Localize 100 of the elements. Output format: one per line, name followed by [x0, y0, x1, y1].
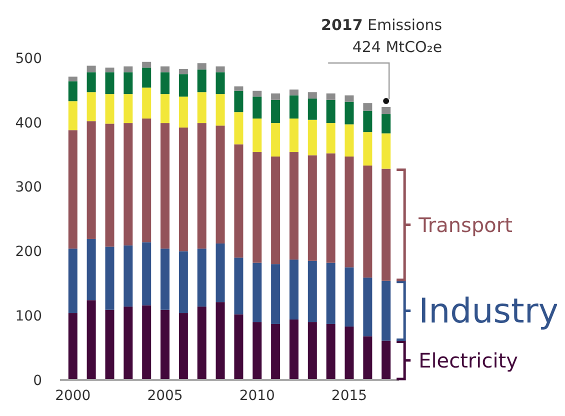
bar — [234, 112, 244, 144]
bar — [178, 251, 188, 314]
bar — [363, 132, 372, 166]
bar — [382, 114, 391, 134]
bar — [289, 260, 298, 320]
x-tick-label: 2000 — [55, 388, 91, 404]
bar — [68, 101, 78, 130]
bar — [105, 124, 114, 247]
bar — [86, 238, 96, 300]
bar — [363, 110, 372, 132]
bar — [160, 310, 170, 380]
bar — [160, 72, 170, 94]
bar — [197, 306, 206, 380]
bar — [142, 68, 152, 88]
bar — [68, 130, 78, 249]
bar — [326, 153, 336, 263]
bar — [124, 123, 133, 246]
bar — [344, 156, 354, 268]
x-tick-label: 2005 — [147, 388, 183, 404]
bar — [178, 68, 188, 74]
y-tick-label: 400 — [15, 115, 42, 132]
bar — [344, 102, 354, 124]
text: 2017 Emissions 424 MtCO₂e — [321, 16, 442, 56]
bar — [86, 121, 96, 239]
bar — [382, 106, 391, 114]
bar — [252, 96, 262, 119]
bar — [234, 144, 244, 258]
bar — [326, 262, 336, 324]
bar — [105, 94, 114, 124]
bar — [105, 246, 114, 310]
bar — [326, 123, 336, 154]
bar — [68, 76, 78, 82]
bar — [271, 93, 280, 100]
bar — [142, 305, 152, 380]
legend-label: Transport — [418, 212, 513, 237]
bar — [271, 123, 280, 157]
bar — [68, 248, 78, 314]
bar — [252, 118, 262, 152]
bar — [308, 98, 317, 120]
bar — [252, 152, 262, 263]
bar — [216, 302, 225, 380]
bar — [252, 262, 262, 322]
bar — [326, 100, 336, 124]
bar — [124, 72, 133, 94]
bar — [142, 62, 152, 68]
bar — [124, 245, 133, 307]
bar — [105, 310, 114, 380]
bar — [197, 92, 206, 124]
bar — [271, 100, 280, 124]
legend-label: Industry — [418, 292, 558, 332]
bar — [197, 63, 206, 70]
bar — [86, 72, 96, 92]
bar — [308, 92, 317, 99]
bar — [234, 90, 244, 112]
bar — [160, 66, 170, 72]
bar — [197, 248, 206, 307]
bar — [197, 70, 206, 92]
x-tick-label: 2015 — [331, 388, 368, 404]
bar — [86, 92, 96, 122]
bar — [271, 156, 280, 264]
bar — [363, 103, 372, 111]
bar — [234, 258, 244, 314]
bar — [86, 300, 96, 380]
bar — [326, 324, 336, 380]
bar — [216, 243, 225, 302]
bar — [382, 133, 391, 169]
bar — [142, 118, 152, 242]
y-tick-label: 0 — [33, 372, 42, 389]
bar — [289, 152, 298, 260]
bar — [382, 340, 391, 380]
bar — [344, 267, 354, 327]
y-tick-label: 300 — [15, 180, 42, 196]
bar — [68, 81, 78, 102]
bar — [234, 86, 244, 91]
bar — [68, 313, 78, 380]
bar — [252, 322, 262, 380]
bar — [271, 264, 280, 324]
bar — [216, 72, 225, 94]
bar — [344, 326, 354, 380]
bar — [326, 93, 336, 100]
bar — [308, 120, 317, 156]
bar — [289, 319, 298, 380]
bar — [160, 94, 170, 124]
bar — [234, 314, 244, 380]
bar — [178, 96, 188, 128]
bar — [289, 90, 298, 96]
bar — [289, 118, 298, 152]
bar — [382, 168, 391, 281]
x-tick-label: 2010 — [239, 388, 275, 404]
bar — [142, 88, 152, 119]
bar — [252, 90, 262, 97]
bar — [124, 94, 133, 124]
bar — [308, 260, 317, 322]
bar — [216, 94, 225, 126]
y-tick-label: 500 — [15, 50, 42, 67]
bar — [289, 95, 298, 119]
bar — [197, 123, 206, 249]
bar — [178, 74, 188, 97]
bar — [124, 306, 133, 380]
bar — [160, 123, 170, 249]
